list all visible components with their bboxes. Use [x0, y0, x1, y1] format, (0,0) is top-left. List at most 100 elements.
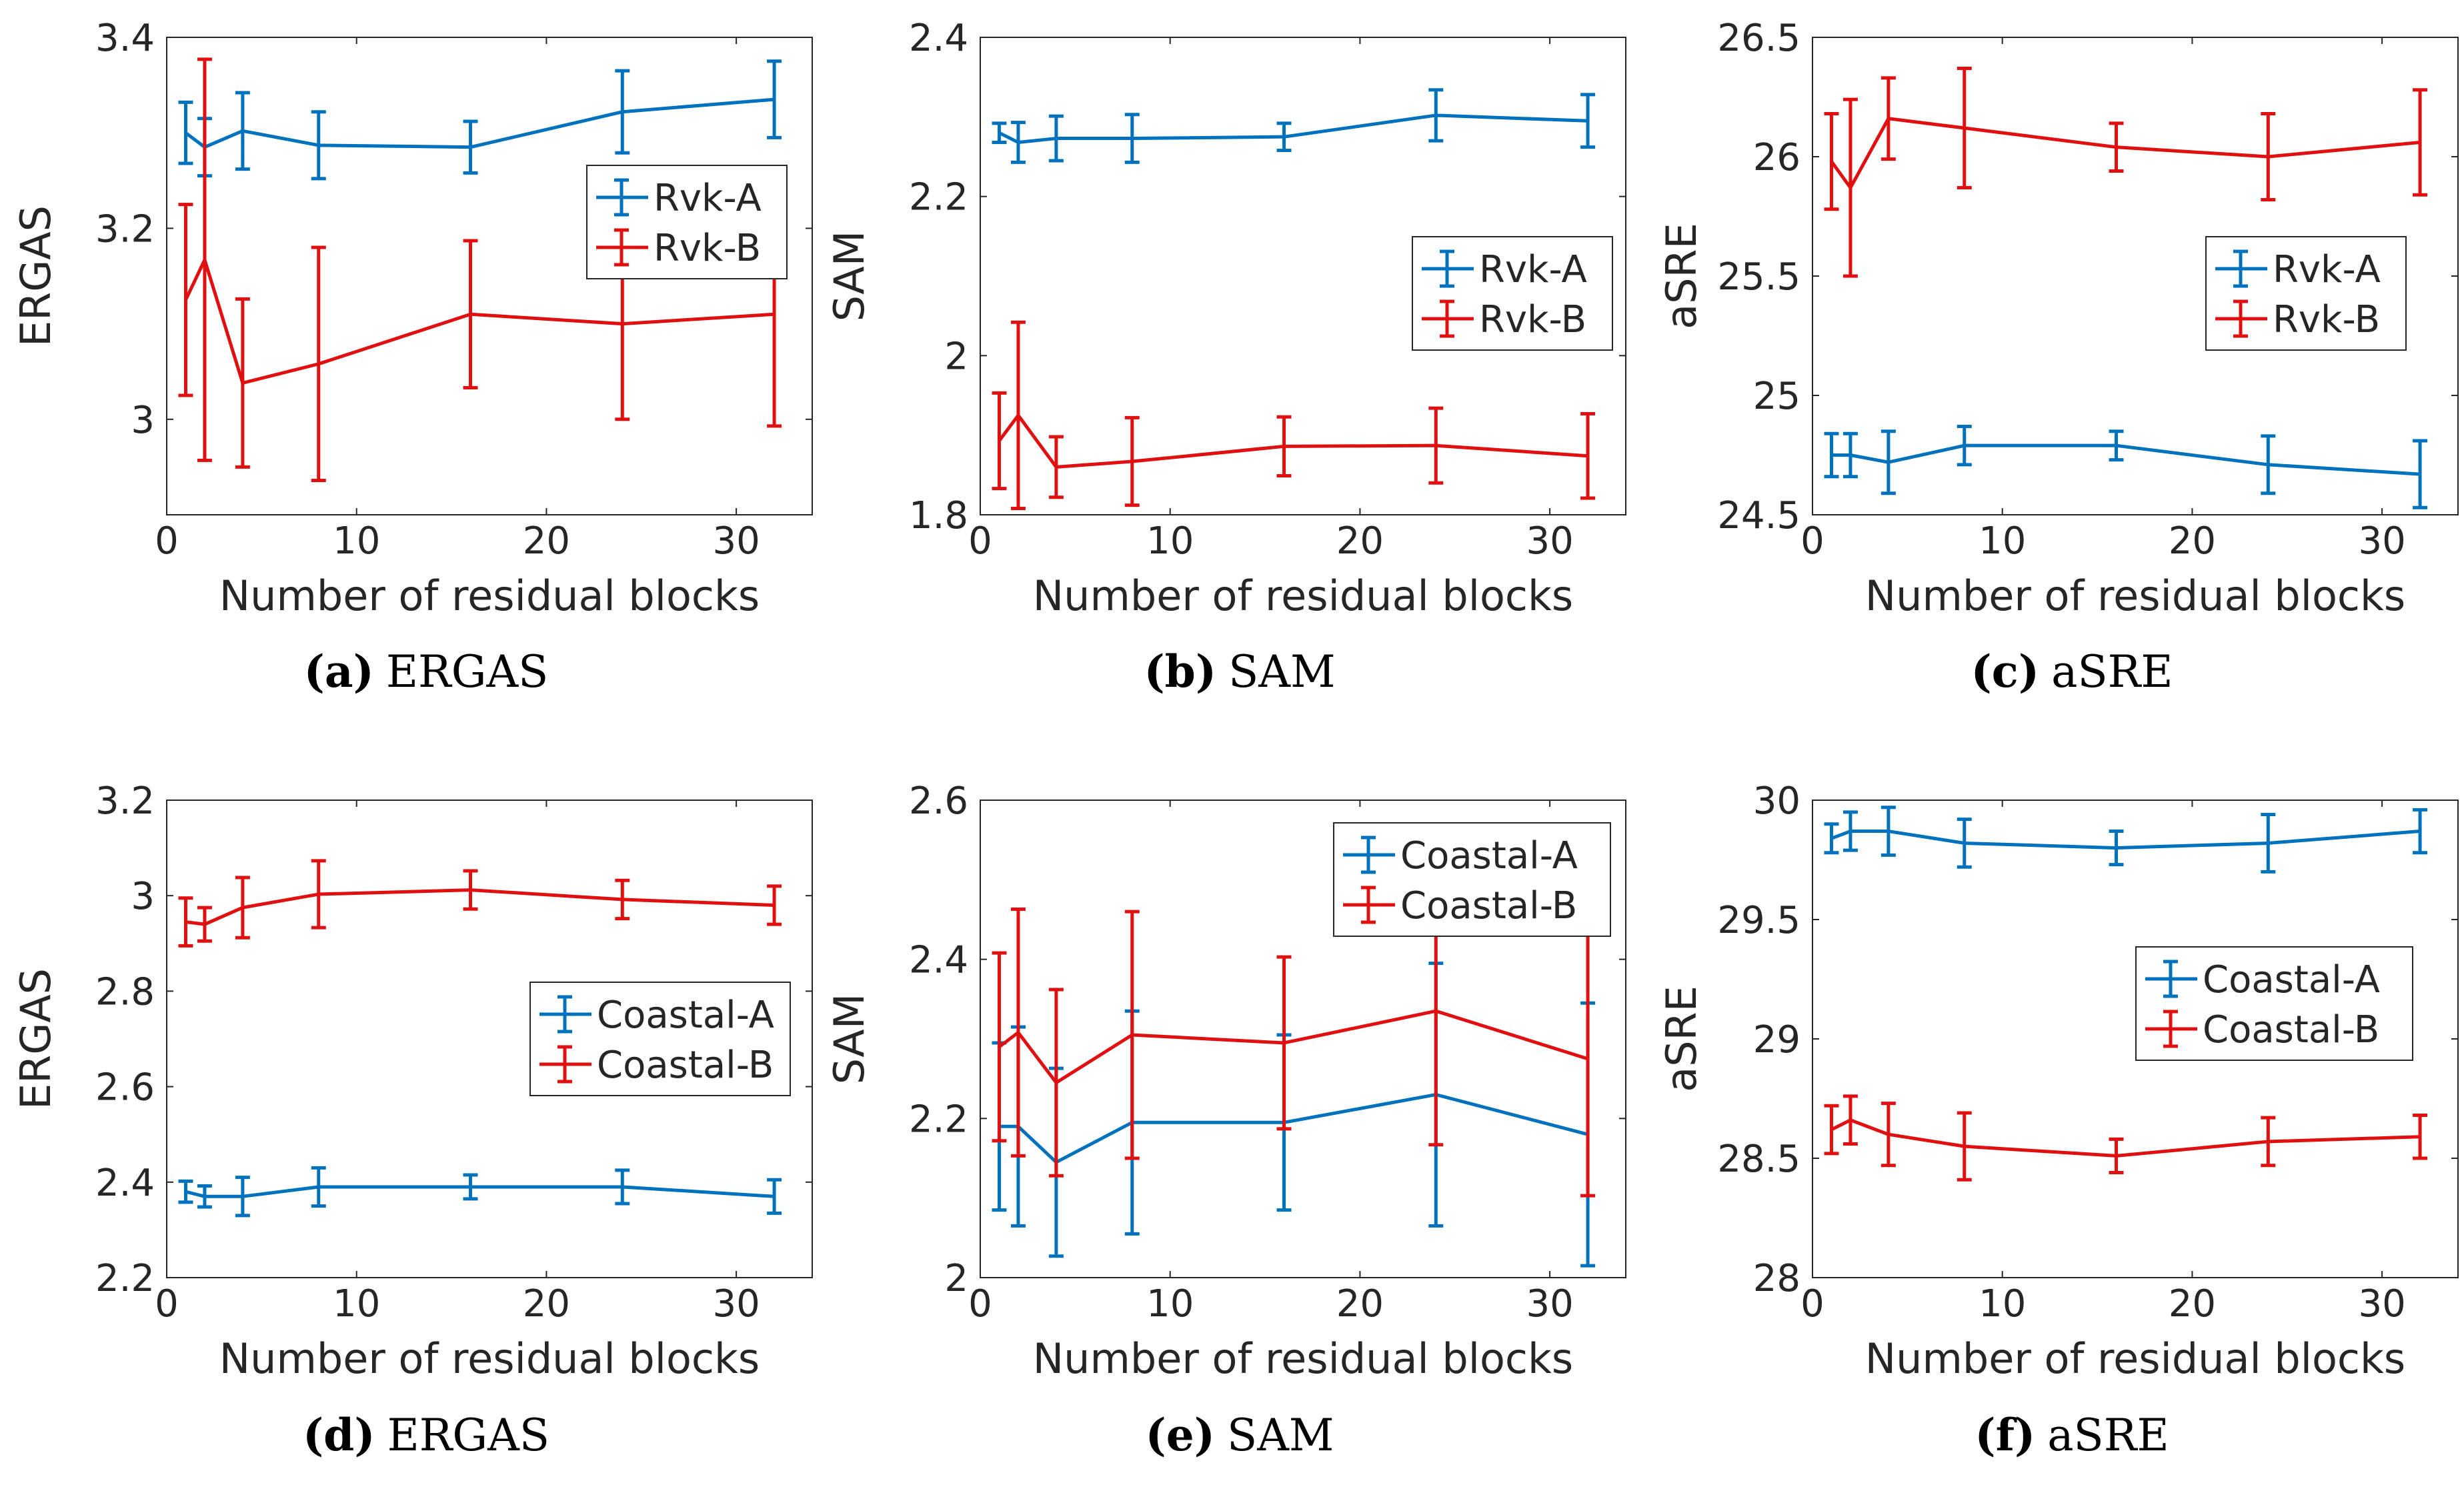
- data-point: [1010, 320, 1026, 510]
- x-tick-label: 10: [1146, 1282, 1194, 1326]
- data-point: [767, 1178, 782, 1215]
- data-point: [178, 100, 193, 165]
- data-point: [992, 391, 1007, 491]
- y-tick-label: 3.4: [95, 17, 155, 60]
- y-tick-label: 2.4: [909, 939, 968, 982]
- data-point: [2413, 439, 2428, 509]
- panel-caption: (e) SAM: [1146, 1409, 1334, 1461]
- y-axis-label: SAM: [825, 231, 874, 321]
- data-point: [235, 91, 250, 171]
- x-tick-label: 30: [1526, 1282, 1573, 1326]
- y-tick-label: 28.5: [1717, 1138, 1800, 1181]
- y-axis-label: ERGAS: [11, 205, 60, 347]
- data-point: [1824, 431, 1839, 479]
- data-point: [767, 884, 782, 926]
- x-tick-label: 10: [1979, 1282, 2026, 1326]
- data-point: [311, 110, 326, 181]
- caption-letter: (e): [1146, 1409, 1215, 1461]
- legend-label: Coastal-A: [597, 994, 774, 1037]
- x-tick-label: 10: [1146, 519, 1194, 563]
- legend-label: Coastal-B: [597, 1044, 774, 1087]
- data-point: [615, 878, 630, 921]
- data-point: [1048, 114, 1064, 163]
- x-tick-label: 20: [2169, 1282, 2216, 1326]
- data-point: [992, 121, 1007, 145]
- y-tick-label: 3: [131, 399, 155, 442]
- legend: Rvk-A Rvk-B: [586, 165, 788, 279]
- data-point: [235, 876, 250, 940]
- legend-box: [2135, 946, 2413, 1061]
- data-point: [1957, 67, 1972, 190]
- x-axis-label: Number of residual blocks: [219, 571, 760, 620]
- x-tick-label: 0: [155, 1282, 179, 1326]
- x-tick-label: 0: [155, 519, 179, 563]
- x-tick-label: 10: [1979, 519, 2026, 563]
- data-point: [463, 119, 478, 175]
- x-axis-label: Number of residual blocks: [219, 1334, 760, 1383]
- x-tick-label: 30: [712, 519, 760, 563]
- data-point: [235, 297, 250, 469]
- data-point: [2109, 830, 2124, 867]
- data-point: [311, 1166, 326, 1208]
- x-tick-label: 20: [2169, 519, 2216, 563]
- chart-panel-6: 0 10 20 30 28 28.5 29 29.5 30 Number of residual …: [1657, 780, 2459, 1461]
- data-point: [1428, 406, 1444, 485]
- data-point: [2109, 429, 2124, 462]
- x-tick-label: 30: [2358, 519, 2405, 563]
- legend-label: Coastal-B: [1400, 884, 1577, 928]
- data-point: [197, 906, 212, 943]
- caption-text: SAM: [1228, 646, 1335, 697]
- x-tick-label: 0: [968, 519, 992, 563]
- caption-letter: (d): [303, 1409, 375, 1461]
- x-tick-label: 0: [968, 1282, 992, 1326]
- legend-label: Coastal-A: [2203, 958, 2380, 1002]
- caption-text: SAM: [1227, 1410, 1334, 1461]
- data-point: [2413, 88, 2428, 197]
- data-point: [1580, 93, 1596, 149]
- x-tick-label: 10: [333, 1282, 380, 1326]
- panel-caption: (a) ERGAS: [304, 645, 549, 697]
- y-tick-label: 24.5: [1717, 494, 1800, 537]
- chart-panel-1: 0 10 20 30 3 3.2 3.4 Number of residual blocks E…: [11, 17, 813, 697]
- data-point: [2413, 1114, 2428, 1160]
- data-point: [1276, 415, 1292, 478]
- data-point: [1124, 415, 1140, 507]
- data-point: [178, 896, 193, 948]
- data-point: [235, 1176, 250, 1218]
- x-tick-label: 30: [2358, 1282, 2405, 1326]
- chart-panel-5: 0 10 20 30 2 2.2 2.4 2.6 Number of residual bloc…: [825, 780, 1626, 1461]
- y-tick-label: 2.8: [95, 970, 155, 1014]
- series-rvk-b: [992, 320, 1596, 510]
- y-tick-label: 26: [1753, 136, 1800, 179]
- data-point: [1824, 822, 1839, 855]
- y-tick-label: 2: [944, 335, 968, 378]
- data-point: [2261, 812, 2276, 874]
- data-point: [463, 1173, 478, 1201]
- data-point: [197, 57, 212, 462]
- legend: Coastal-A Coastal-B: [1333, 822, 1611, 937]
- caption-text: ERGAS: [386, 646, 548, 697]
- series-coastal-a: [178, 1166, 782, 1218]
- caption-letter: (a): [304, 645, 374, 697]
- y-axis-label: aSRE: [1657, 986, 1706, 1092]
- series-coastal-a: [1824, 806, 2428, 874]
- series-rvk-a: [1824, 425, 2428, 509]
- panel-caption: (d) ERGAS: [303, 1409, 549, 1461]
- data-point: [311, 245, 326, 482]
- panel-caption: (b) SAM: [1144, 645, 1335, 697]
- data-point: [1957, 1111, 1972, 1182]
- y-tick-label: 1.8: [909, 494, 968, 537]
- y-tick-label: 2: [944, 1257, 968, 1300]
- y-tick-label: 3: [131, 875, 155, 918]
- y-tick-label: 2.4: [95, 1162, 155, 1205]
- series-coastal-b: [178, 859, 782, 948]
- legend-label: Rvk-A: [2273, 248, 2381, 291]
- data-point: [463, 239, 478, 390]
- data-point: [178, 203, 193, 397]
- caption-letter: (b): [1144, 645, 1216, 697]
- caption-text: aSRE: [2047, 1410, 2169, 1461]
- y-axis-label: SAM: [825, 994, 874, 1084]
- x-axis-label: Number of residual blocks: [1865, 571, 2405, 620]
- legend-label: Coastal-A: [1400, 834, 1578, 878]
